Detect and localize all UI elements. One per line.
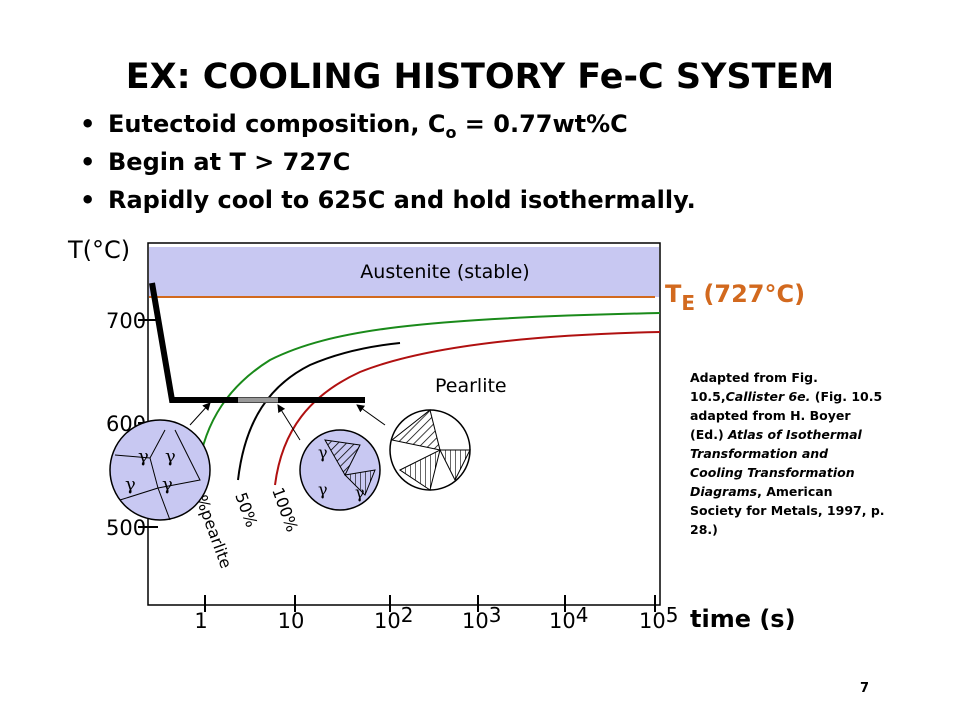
tick-base: 10 xyxy=(549,609,576,633)
bullet-dot: • xyxy=(80,186,95,214)
bullets: • Eutectoid composition, Co = 0.77wt%C •… xyxy=(80,110,696,214)
caption-segment: (Fig. 10.5 adapted from H. Boyer (Ed.) xyxy=(690,389,883,442)
arrow xyxy=(189,402,211,426)
y-tick-label: 700 xyxy=(106,309,146,333)
gamma: γ xyxy=(355,483,365,502)
caption-segment: , American Society for Metals, 1997, p. … xyxy=(690,484,885,537)
cooling-path xyxy=(149,282,365,403)
tick-base: 10 xyxy=(639,609,666,633)
y-tick-label: 500 xyxy=(106,516,146,540)
te-sub: E xyxy=(681,291,695,315)
curve-0 xyxy=(197,312,661,471)
gamma: γ xyxy=(318,443,328,462)
tick-base: 10 xyxy=(374,609,401,633)
arrow xyxy=(277,404,301,441)
bullet-dot: • xyxy=(80,148,95,176)
bullet: Rapidly cool to 625C and hold isothermal… xyxy=(108,186,696,214)
tick-base: 10 xyxy=(278,609,305,633)
x-tick-label: 10 xyxy=(278,609,305,633)
gamma: γ xyxy=(165,446,176,467)
bullet: Eutectoid composition, Co = 0.77wt%C xyxy=(108,110,628,142)
gamma: γ xyxy=(138,446,149,467)
x-tick-label: 102 xyxy=(374,603,413,633)
bullet-text: = 0.77wt%C xyxy=(456,110,627,138)
region-label: Austenite (stable) xyxy=(360,261,529,283)
curve-100 xyxy=(274,331,661,486)
bullet-dot: • xyxy=(80,110,95,138)
tick-exp: 4 xyxy=(576,603,589,627)
micro-gamma: γ γγ γ xyxy=(109,419,211,521)
phase-label: Pearlite xyxy=(435,375,507,397)
x-tick-label: 105 xyxy=(639,603,678,633)
te-main: T xyxy=(665,280,682,308)
austenite-region xyxy=(149,247,659,297)
tick-exp: 3 xyxy=(489,603,502,627)
caption: Adapted from Fig. 10.5,Callister 6e. (Fi… xyxy=(690,368,885,539)
micro-pearlite xyxy=(389,409,471,491)
title: EX: COOLING HISTORY Fe-C SYSTEM xyxy=(126,57,835,97)
caption-segment: Atlas of Isothermal Transformation and C… xyxy=(690,427,862,499)
te-label: TE (727°C) xyxy=(665,280,805,315)
tick-exp: 2 xyxy=(401,603,414,627)
page-number: 7 xyxy=(860,681,869,696)
micro-mixed: γγ γ xyxy=(299,429,381,511)
x-ticks: 1 10 102 103 104 105 xyxy=(194,595,678,633)
tick-exp: 5 xyxy=(666,603,679,627)
te-rest: (727°C) xyxy=(695,280,805,308)
bullet-text: Eutectoid composition, C xyxy=(108,110,445,138)
x-tick-label: 1 xyxy=(194,609,207,633)
bullet: Begin at T > 727C xyxy=(108,148,350,176)
gamma: γ xyxy=(318,480,328,499)
caption-segment: Adapted from Fig. 10.5, xyxy=(690,370,818,404)
tick-base: 1 xyxy=(194,609,207,633)
y-axis-label: T(°C) xyxy=(67,236,130,264)
x-tick-label: 104 xyxy=(549,603,588,633)
gamma: γ xyxy=(162,474,173,495)
x-axis-label: time (s) xyxy=(690,605,796,633)
arrow xyxy=(356,404,386,426)
caption-segment: Callister 6e. xyxy=(725,389,811,404)
gamma: γ xyxy=(125,474,136,495)
tick-base: 10 xyxy=(462,609,489,633)
x-tick-label: 103 xyxy=(462,603,501,633)
bullet-sub: o xyxy=(445,123,456,142)
curve-50 xyxy=(237,342,401,481)
